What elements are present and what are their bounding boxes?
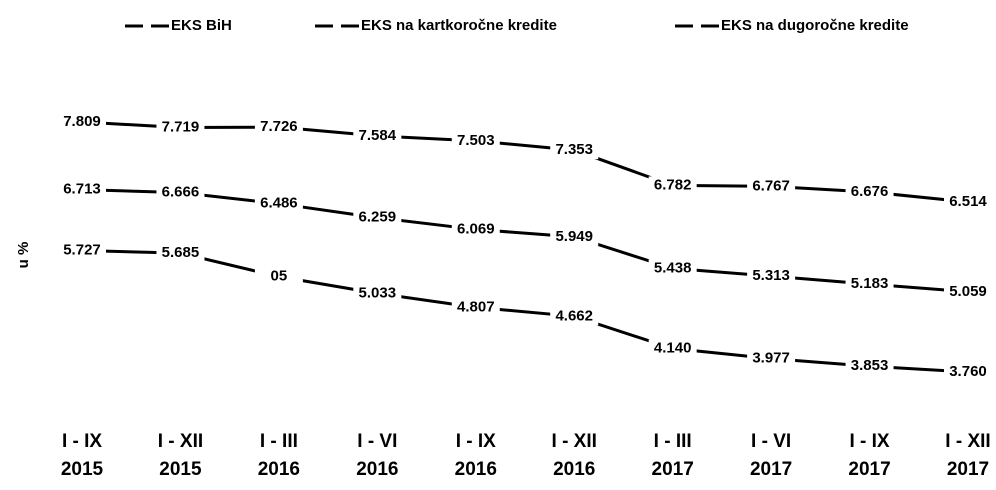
data-label: 3.853 — [851, 357, 889, 374]
x-tick-label: I - XII 2017 — [945, 431, 991, 480]
label-bg — [550, 141, 599, 160]
legend-label: EKS na kartkoročne kredite — [361, 17, 557, 34]
data-label: 6.486 — [260, 195, 298, 212]
data-label: 7.726 — [260, 118, 298, 135]
data-label: 4.807 — [457, 298, 495, 315]
data-label: 4.662 — [555, 307, 593, 324]
data-label: 5.685 — [162, 244, 200, 261]
line — [81, 120, 969, 204]
label-bg — [747, 267, 796, 286]
label-bg — [353, 208, 402, 227]
label-bg — [451, 298, 500, 317]
legend-label: EKS na dugoročne kredite — [721, 17, 909, 34]
label-bg — [353, 284, 402, 303]
label-bg — [648, 339, 697, 358]
data-label: 6.069 — [457, 220, 495, 237]
label-bg — [353, 126, 402, 145]
x-tick-label: I - VI 2017 — [749, 431, 793, 480]
label-bg — [845, 357, 894, 376]
label-bg — [550, 307, 599, 326]
label-bg — [648, 259, 697, 278]
data-label: 7.353 — [555, 141, 593, 158]
data-label: 5.183 — [851, 275, 889, 292]
label-bg — [156, 118, 205, 137]
label-bg — [944, 363, 992, 381]
label-bg — [747, 177, 796, 196]
data-label: 7.719 — [162, 119, 200, 136]
label-bg — [254, 118, 303, 137]
x-tick-label: I - XII 2015 — [157, 431, 204, 480]
label-bg — [254, 267, 303, 286]
data-label: 5.033 — [359, 284, 397, 301]
data-label: 3.760 — [949, 363, 987, 380]
data-label: 5.438 — [654, 259, 692, 276]
data-label: 7.584 — [359, 127, 397, 144]
data-label: 5.313 — [752, 267, 790, 284]
data-label: 5.727 — [63, 242, 101, 259]
x-tick-label: I - IX 2016 — [454, 431, 497, 480]
label-bg — [451, 131, 500, 150]
data-label: 6.713 — [63, 181, 101, 198]
data-label: 6.666 — [162, 184, 200, 201]
data-label: 5.059 — [949, 283, 987, 300]
data-label: 6.514 — [949, 193, 987, 210]
data-label: 6.767 — [752, 177, 790, 194]
x-tick-label: I - III 2017 — [651, 431, 694, 480]
x-tick-label: I - IX 2015 — [60, 431, 104, 480]
line — [81, 249, 969, 374]
label-bg — [648, 176, 697, 195]
data-label: 5.949 — [555, 228, 593, 245]
label-bg — [944, 192, 992, 211]
data-label: 7.503 — [457, 132, 495, 149]
legend-label: EKS BiH — [171, 17, 232, 34]
data-label: 6.259 — [359, 209, 397, 226]
x-tick-label: I - III 2016 — [257, 431, 301, 480]
label-bg — [451, 220, 500, 239]
label-bg — [747, 349, 796, 368]
label-bg — [254, 194, 303, 213]
label-bg — [58, 180, 106, 199]
data-label: 7.809 — [63, 113, 101, 130]
data-label: 6.782 — [654, 176, 692, 193]
label-bg — [845, 182, 894, 201]
label-bg — [845, 275, 894, 294]
label-bg — [58, 113, 106, 131]
data-label: 05 — [271, 268, 288, 285]
label-bg — [944, 282, 992, 301]
label-bg — [58, 241, 106, 260]
label-bg — [156, 244, 205, 263]
y-axis-label: u % — [15, 242, 32, 269]
label-bg — [156, 183, 205, 202]
x-tick-label: I - XII 2016 — [551, 431, 597, 480]
data-label: 6.676 — [851, 183, 889, 200]
x-tick-label: I - IX 2017 — [848, 431, 891, 480]
label-bg — [550, 227, 599, 246]
data-label: 4.140 — [654, 340, 692, 357]
line — [81, 188, 969, 294]
data-label: 3.977 — [752, 350, 790, 367]
x-tick-label: I - VI 2016 — [356, 431, 399, 480]
